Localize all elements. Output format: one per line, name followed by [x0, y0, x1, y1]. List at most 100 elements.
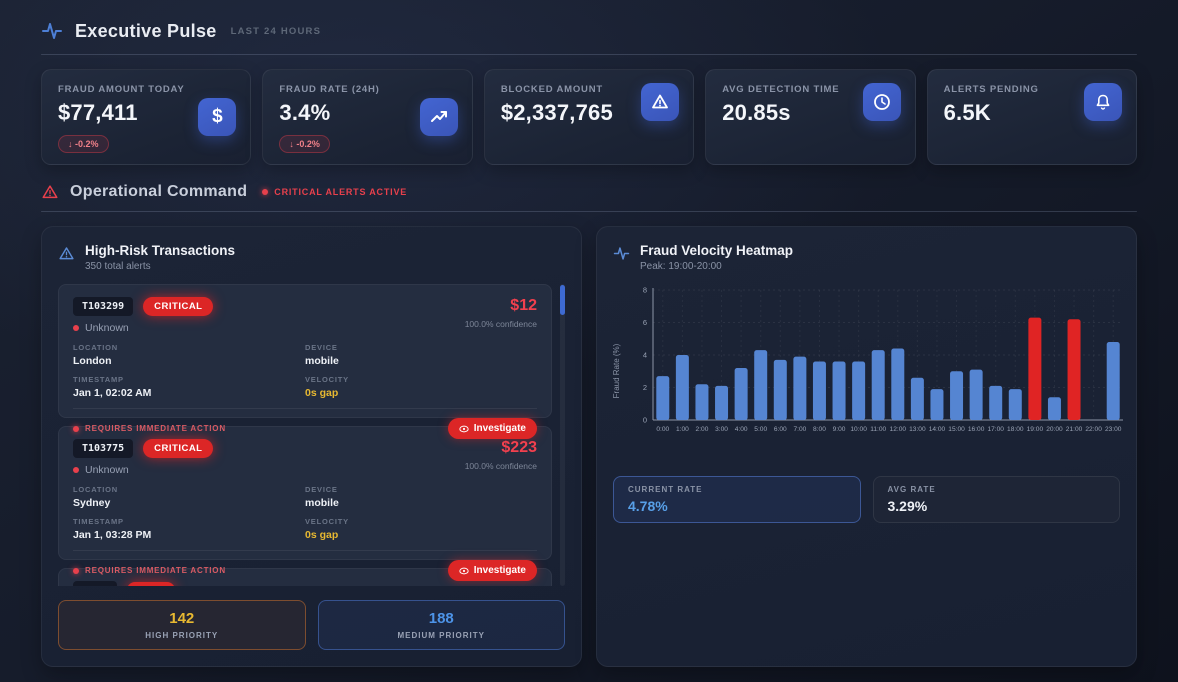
panel-title: High-Risk Transactions: [85, 243, 236, 258]
svg-text:16:00: 16:00: [968, 426, 985, 433]
device-label: DEVICE: [305, 485, 338, 494]
svg-text:1:00: 1:00: [676, 426, 689, 433]
alert-triangle-icon: [58, 245, 75, 272]
severity-badge: CRITICAL: [143, 439, 214, 458]
merchant-dot: [73, 467, 79, 473]
timestamp-label: TIMESTAMP: [73, 375, 124, 384]
svg-text:8:00: 8:00: [813, 426, 826, 433]
kpi-card-alerts-pending: ALERTS PENDING 6.5K: [926, 69, 1138, 165]
avg-rate-box: AVG RATE 3.29%: [872, 476, 1120, 523]
rate-summary: CURRENT RATE 4.78% AVG RATE 3.29%: [613, 476, 1120, 523]
dollar-icon: $: [198, 98, 237, 136]
svg-text:21:00: 21:00: [1066, 426, 1083, 433]
scrollbar-thumb[interactable]: [560, 285, 565, 315]
kpi-trend-badge: ↓ -0.2%: [58, 135, 109, 153]
transaction-id-chip: T103775: [73, 439, 134, 458]
dashboard: Executive Pulse LAST 24 HOURS FRAUD AMOU…: [41, 20, 1138, 667]
action-dot: [73, 567, 79, 574]
svg-text:0: 0: [643, 416, 647, 425]
kpi-label: BLOCKED AMOUNT: [500, 84, 603, 95]
panel-subtitle: 350 total alerts: [85, 261, 151, 272]
investigate-label: Investigate: [473, 423, 526, 434]
current-rate-label: CURRENT RATE: [628, 485, 703, 494]
avg-rate-value: 3.29%: [887, 498, 928, 514]
timestamp-value: Jan 1, 03:28 PM: [73, 529, 152, 541]
transactions-list[interactable]: T103299 CRITICAL Unknown $12 100.0% conf…: [58, 284, 565, 586]
svg-text:23:00: 23:00: [1105, 426, 1122, 433]
svg-text:8: 8: [643, 286, 647, 295]
panel-subtitle: Peak: 19:00-20:00: [640, 261, 722, 272]
current-rate-value: 4.78%: [628, 498, 668, 514]
avg-rate-label: AVG RATE: [887, 485, 936, 494]
page-title: Executive Pulse: [75, 20, 217, 41]
kpi-value: $77,411: [58, 100, 138, 125]
severity-badge: [127, 581, 175, 586]
kpi-value: 20.85s: [722, 100, 791, 125]
investigate-button[interactable]: Investigate: [447, 560, 537, 581]
svg-text:2: 2: [643, 383, 647, 392]
svg-text:4:00: 4:00: [735, 426, 748, 433]
page-subtitle: LAST 24 HOURS: [230, 25, 322, 37]
heatmap-panel-header: Fraud Velocity Heatmap Peak: 19:00-20:00: [613, 243, 1120, 272]
location-value: Sydney: [73, 497, 111, 509]
transaction-id-chip: T103299: [73, 297, 134, 316]
scrollbar[interactable]: [560, 284, 565, 586]
svg-text:12:00: 12:00: [890, 426, 907, 433]
kpi-label: FRAUD AMOUNT TODAY: [58, 84, 185, 95]
kpi-label: AVG DETECTION TIME: [722, 84, 840, 95]
eye-icon: [459, 425, 469, 433]
kpi-label: ALERTS PENDING: [943, 84, 1039, 95]
action-note: REQUIRES IMMEDIATE ACTION: [85, 424, 226, 433]
transaction-card: T103299 CRITICAL Unknown $12 100.0% conf…: [58, 284, 552, 439]
medium-priority-count: 188: [428, 610, 454, 627]
current-rate-box: CURRENT RATE 4.78%: [613, 476, 861, 523]
confidence-text: 100.0% confidence: [464, 319, 537, 329]
high-priority-label: HIGH PRIORITY: [145, 631, 219, 640]
bar-chart: 0 2 4 6 8 0:00 1:00 2:00 3:00 4:00 5:00 6:00 7:00 8:0…: [643, 286, 1123, 433]
device-label: DEVICE: [305, 343, 338, 352]
transaction-card: T103775 CRITICAL Unknown $223 100.0% con…: [58, 426, 552, 581]
svg-text:17:00: 17:00: [987, 426, 1004, 433]
critical-alerts-status: CRITICAL ALERTS ACTIVE: [262, 187, 407, 197]
kpi-value: 6.5K: [943, 100, 991, 125]
action-note: REQUIRES IMMEDIATE ACTION: [85, 566, 226, 575]
svg-text:4: 4: [643, 351, 647, 360]
device-value: mobile: [305, 355, 339, 367]
svg-text:2:00: 2:00: [696, 426, 709, 433]
device-value: mobile: [305, 497, 339, 509]
transaction-amount: $223: [501, 439, 537, 456]
eye-icon: [459, 567, 469, 575]
executive-pulse-header: Executive Pulse LAST 24 HOURS: [41, 20, 1137, 42]
svg-text:11:00: 11:00: [870, 426, 886, 433]
kpi-card-fraud-rate: FRAUD RATE (24H) 3.4% ↓ -0.2%: [262, 69, 473, 165]
high-priority-box: 142 HIGH PRIORITY: [58, 600, 306, 650]
severity-badge: CRITICAL: [143, 297, 214, 316]
section-title: Operational Command: [70, 183, 248, 200]
svg-text:19:00: 19:00: [1027, 426, 1044, 433]
investigate-button[interactable]: Investigate: [447, 418, 537, 439]
high-priority-count: 142: [169, 610, 195, 627]
fraud-rate-chart: Fraud Rate (%) 0 2 4 6 8 0:00 1:00 2:00 3:00 4:00…: [612, 282, 1123, 460]
investigate-label: Investigate: [473, 565, 526, 576]
kpi-value: 3.4%: [279, 100, 331, 125]
kpi-card-blocked-amount: BLOCKED AMOUNT $2,337,765: [483, 69, 695, 165]
alert-triangle-icon: [41, 183, 59, 201]
kpi-value: $2,337,765: [500, 100, 613, 125]
velocity-value: 0s gap: [305, 529, 339, 541]
panel-title: Fraud Velocity Heatmap: [640, 243, 794, 258]
velocity-label: VELOCITY: [305, 375, 349, 384]
activity-icon: [613, 245, 630, 272]
timestamp-label: TIMESTAMP: [73, 517, 124, 526]
kpi-trend-badge: ↓ -0.2%: [279, 135, 330, 153]
location-label: LOCATION: [73, 343, 119, 352]
trending-up-icon: [419, 98, 458, 136]
velocity-value: 0s gap: [305, 387, 339, 399]
svg-text:3:00: 3:00: [715, 426, 728, 433]
timestamp-value: Jan 1, 02:02 AM: [73, 387, 152, 399]
transaction-id-chip: [73, 581, 117, 586]
svg-text:6: 6: [643, 318, 647, 327]
svg-text:14:00: 14:00: [929, 426, 946, 433]
location-label: LOCATION: [73, 485, 119, 494]
medium-priority-box: 188 MEDIUM PRIORITY: [317, 600, 565, 650]
kpi-row: FRAUD AMOUNT TODAY $77,411 ↓ -0.2% $ FRA…: [41, 69, 1138, 165]
